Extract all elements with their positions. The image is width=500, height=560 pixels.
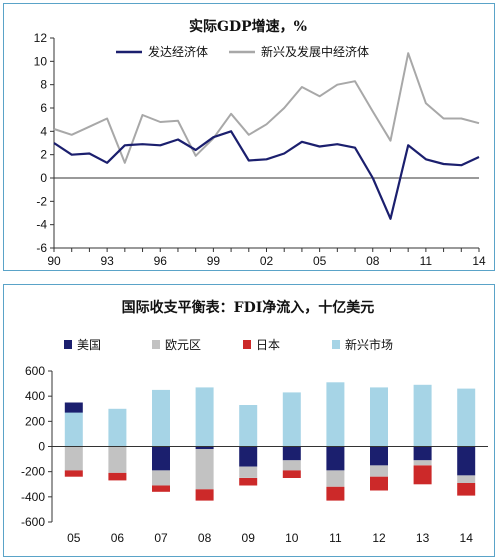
x-tick-label: 07 [154,531,168,545]
y-tick-label: -4 [36,218,47,232]
legend-swatch [332,340,340,349]
gdp-growth-chart: 实际GDP增速，% 发达经济体 新兴及发展中经济体 -6-4-2024681012… [34,18,486,268]
y-tick-label: -6 [36,241,47,255]
bar-segment [370,465,388,477]
x-tick-label: 06 [111,531,125,545]
fdi-inflow-chart-panel: 国际收支平衡表：FDI净流入，十亿美元 美国 欧元区 日本 新兴市场 -600 -400… [3,284,495,557]
x-tick-label: 09 [242,531,256,545]
y-tick-label: -200 [21,465,45,479]
gdp-growth-chart-panel: 实际GDP增速，% 发达经济体 新兴及发展中经济体 -6 -4 -2 0 2 4 6 8 10 12… [3,3,495,271]
y-tick-label: 0 [40,171,47,185]
bar-segment [152,446,170,471]
series-line [53,130,480,220]
bar-segment [195,446,214,449]
x-tick-label: 12 [372,531,386,545]
bar-segment [413,446,432,461]
bar-segment [326,446,345,471]
bar-segment [152,470,170,486]
legend-swatch [64,340,72,349]
bar-segment [282,446,301,461]
y-tick-label: 10 [34,54,48,68]
y-tick-label: 2 [40,148,47,162]
bar-segment [64,412,83,447]
bar-segment [457,388,476,447]
legend-label: 发达经济体 [148,44,208,59]
bar-segment [326,486,345,501]
x-tick-label: 05 [313,254,327,268]
series-line [53,52,480,164]
bar-segment [239,466,258,478]
bar-segment [64,470,83,477]
y-tick-label: 400 [25,389,45,403]
x-tick-label: 05 [67,531,81,545]
legend-swatch [152,340,160,349]
x-tick-label: 14 [472,254,486,268]
bar-segment [239,478,258,486]
x-tick-label: 99 [207,254,221,268]
bar-segment [64,446,83,471]
bar-segment [457,446,476,476]
y-tick-label: 200 [25,414,45,428]
bar-segment [152,389,170,447]
bar-segment [326,382,345,447]
x-tick-label: 08 [198,531,212,545]
x-tick-label: 08 [366,254,380,268]
fdi-inflow-chart: 国际收支平衡表：FDI净流入，十亿美元 美国 欧元区 日本 新兴市场 -600 -400… [21,299,488,545]
bar-segment [282,460,301,471]
bar-segment [152,485,170,492]
bar-segment [108,408,127,447]
legend-label: 美国 [77,338,101,352]
bar-segment [282,392,301,447]
bar-segment [413,465,432,485]
bar-segment [457,483,476,496]
y-tick-label: 8 [40,78,47,92]
bar-segment [326,470,345,487]
y-tick-label: 600 [25,364,45,378]
y-tick-label: -2 [36,194,47,208]
bar-segment [239,446,258,467]
y-tick-label: 12 [34,31,48,45]
legend-label: 新兴市场 [345,337,393,352]
bar-segment [108,472,127,481]
legend-label: 新兴及发展中经济体 [261,44,369,59]
x-tick-label: 11 [329,531,342,545]
legend-swatch [243,340,251,349]
x-tick-label: 96 [154,254,168,268]
bar-segment [370,476,388,491]
x-tick-label: 93 [100,254,114,268]
bar-segment [64,402,83,413]
bar-segment [413,460,432,466]
x-tick-label: 14 [460,531,474,545]
y-tick-label: 0 [38,440,45,454]
bar-segment [370,446,388,466]
bar-segment [108,446,127,473]
y-tick-label: -600 [21,515,45,529]
x-tick-label: 10 [285,531,299,545]
x-tick-label: 11 [420,254,433,268]
bar-segment [195,489,214,501]
x-tick-label: 13 [416,531,430,545]
chart-title: 国际收支平衡表：FDI净流入，十亿美元 [122,299,375,316]
bar-segment [239,405,258,447]
bar-segment [195,387,214,447]
bar-segment [457,475,476,483]
bar-segment [413,384,432,447]
x-tick-label: 02 [260,254,274,268]
bar-segment [370,387,388,447]
y-tick-label: 4 [40,124,47,138]
legend-label: 欧元区 [165,338,201,352]
legend-label: 日本 [256,338,280,352]
x-tick-label: 90 [47,254,61,268]
y-tick-label: -400 [21,490,45,504]
y-tick-label: 6 [40,101,47,115]
bar-segment [195,449,214,490]
bar-segment [282,470,301,478]
chart-title: 实际GDP增速，% [189,18,307,35]
